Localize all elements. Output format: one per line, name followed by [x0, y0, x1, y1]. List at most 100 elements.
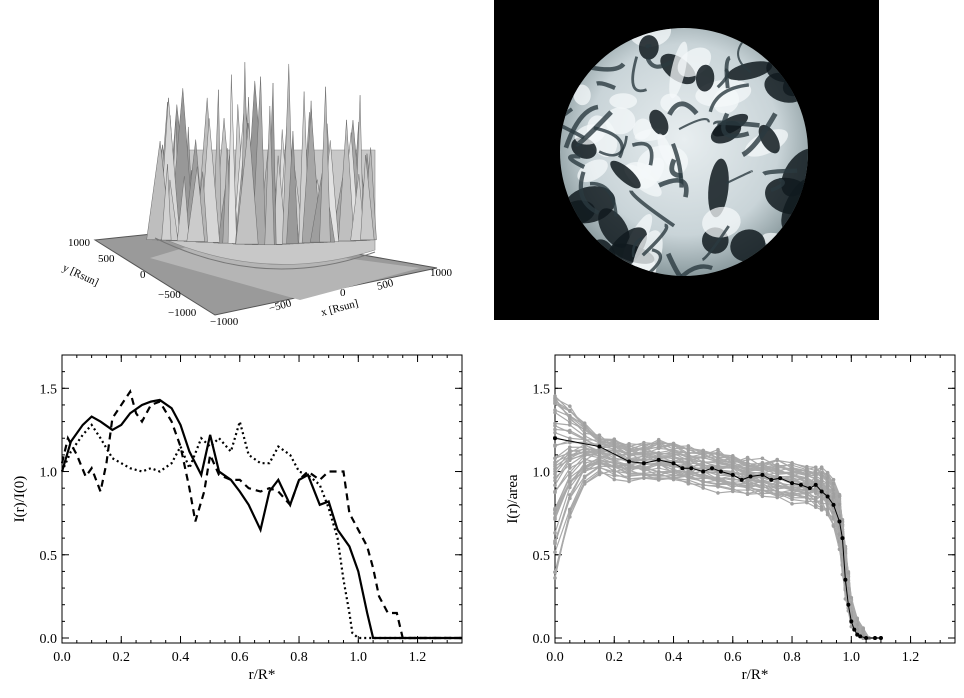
sample-profile-point — [805, 476, 809, 480]
sample-profile-point — [642, 466, 646, 471]
mean-profile-point — [873, 636, 877, 641]
sample-profile-point — [775, 489, 780, 494]
sample-profile-point — [553, 483, 557, 488]
sample-profile-point — [612, 449, 617, 453]
sample-profile-point — [840, 517, 845, 522]
sample-profile-point — [701, 486, 705, 490]
sample-profile-point — [716, 456, 720, 460]
sample-profile-point — [730, 483, 735, 488]
sample-profile-point — [686, 451, 691, 456]
sample-profile-point — [745, 485, 750, 490]
sample-profile-point — [837, 502, 842, 507]
mean-profile-point — [710, 466, 715, 471]
granule-boundary — [641, 223, 669, 257]
mean-profile-point — [760, 472, 765, 477]
granule-boundary — [596, 81, 616, 91]
stellar-disk-svg — [560, 28, 808, 276]
mean-profile-point — [689, 466, 694, 471]
stellar-disk-image — [494, 0, 879, 320]
sample-profile-point — [582, 434, 587, 438]
sample-profile-point — [568, 415, 572, 420]
granule — [605, 107, 636, 135]
intensity-area-svg: 0.0 0.2 0.4 0.6 0.8 1.0 1.2 0.0 0.5 1.0 1.5 r/R* I(r… — [505, 354, 956, 683]
sample-profile-point — [686, 454, 691, 459]
sample-profile-point — [775, 483, 780, 487]
sample-profile-point — [831, 481, 836, 486]
sample-profile-point — [568, 466, 572, 470]
granule-boundary — [560, 221, 566, 239]
sample-profile-point — [760, 461, 765, 466]
x-tick-label: 0.2 — [113, 650, 131, 665]
sample-profile-point — [671, 470, 676, 475]
sample-profile-point — [819, 501, 824, 505]
sample-profile-point — [553, 462, 557, 467]
sample-profile-point — [612, 464, 617, 468]
sample-profile-point — [760, 491, 765, 496]
x-tick-label: 1.0 — [843, 650, 861, 665]
sample-profile-point — [813, 491, 818, 496]
sample-profile-point — [790, 474, 794, 479]
sample-profile-point — [825, 476, 830, 480]
sample-profile-point — [627, 441, 631, 446]
sample-profile-point — [701, 459, 705, 464]
sample-profile-point — [819, 504, 824, 509]
mean-profile-point — [864, 636, 869, 641]
granule — [633, 118, 652, 140]
mean-profile-point — [843, 577, 848, 582]
sample-profile-point — [553, 456, 557, 461]
sample-profile-point — [716, 464, 720, 469]
sample-profile-point — [855, 629, 860, 633]
sample-profile-point — [790, 488, 794, 492]
sample-profile-point — [568, 463, 572, 467]
x-axis-label: r/R* — [742, 667, 769, 683]
sample-profile-point — [568, 430, 572, 435]
granule-boundary — [668, 264, 713, 276]
sample-profile-point — [745, 462, 750, 466]
mean-profile-point — [790, 481, 795, 486]
sample-profile-point — [837, 494, 842, 499]
sample-profile-point — [849, 624, 854, 629]
surface-y-tick: 0 — [140, 269, 146, 281]
granule-boundary — [724, 55, 732, 89]
sample-profile-point — [656, 454, 661, 458]
sample-profile-point — [805, 500, 809, 505]
surface-spike — [360, 155, 375, 241]
sample-profile-point — [701, 480, 705, 485]
sample-profile-point — [790, 495, 794, 500]
sample-profile-point — [642, 452, 646, 457]
sample-profile-point — [671, 442, 676, 446]
sample-profile-point — [568, 479, 572, 484]
sample-profile-point — [819, 480, 824, 484]
surface-spike — [350, 174, 365, 241]
granule-boundary — [629, 190, 676, 228]
y-tick-label: 0.0 — [533, 632, 551, 647]
sample-profile-point — [597, 436, 602, 441]
y-tick-label: 1.0 — [533, 466, 551, 481]
surface-spike — [319, 86, 331, 243]
granule-boundary — [725, 170, 753, 185]
sample-profile-point — [568, 409, 572, 414]
sample-profile-point — [701, 483, 705, 487]
surface-spike — [186, 166, 205, 242]
sample-profile-point — [686, 448, 691, 452]
sample-profile-point — [553, 401, 557, 406]
x-tick-label: 0.8 — [290, 650, 308, 665]
surface-y-tick: −1000 — [168, 307, 197, 319]
sample-profile-point — [825, 480, 830, 485]
sample-profile-point — [831, 495, 836, 499]
sample-profile-point — [553, 423, 557, 428]
surface-y-ticks: 1000 500 0 −500 −1000 — [68, 237, 197, 319]
x-tick-label: 0.6 — [231, 650, 249, 665]
sample-profile-point — [612, 445, 617, 449]
sample-profile-point — [656, 476, 661, 481]
sample-profile-point — [745, 491, 750, 496]
sample-profile-point — [642, 469, 646, 473]
sample-profile-point — [805, 495, 809, 500]
sample-profile-point — [745, 455, 750, 460]
sample-profile-point — [805, 466, 809, 470]
sample-profile-point — [825, 490, 830, 495]
sample-profile-point — [582, 461, 587, 466]
sample-profile-point — [819, 508, 824, 512]
granule-boundary — [593, 126, 624, 159]
mean-profile-point — [825, 494, 830, 499]
